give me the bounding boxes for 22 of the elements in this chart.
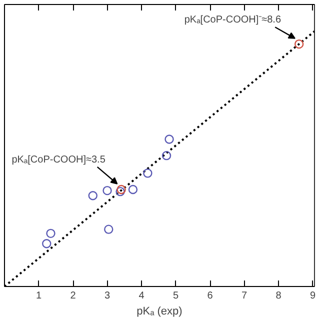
x-tick-label: 2 bbox=[70, 290, 76, 302]
point bbox=[128, 184, 138, 194]
point bbox=[46, 228, 56, 238]
x-tick-label: 8 bbox=[276, 290, 282, 302]
point bbox=[143, 168, 152, 178]
x-tick-label: 9 bbox=[310, 290, 316, 302]
x-tick-label: 4 bbox=[138, 290, 145, 302]
annotation: pKₐ[CoP-COOH]⁻≈8.6 bbox=[184, 14, 282, 26]
point bbox=[42, 239, 52, 248]
x-tick-label: 7 bbox=[242, 290, 248, 302]
x-tick-label: 6 bbox=[207, 290, 214, 302]
x-tick-label: 1 bbox=[36, 290, 42, 302]
point bbox=[164, 134, 174, 144]
point bbox=[88, 191, 98, 200]
x-axis-title: pKₐ (exp) bbox=[136, 306, 182, 318]
point bbox=[162, 150, 172, 160]
x-tick-label: 3 bbox=[104, 290, 110, 302]
point bbox=[102, 186, 112, 196]
point bbox=[104, 224, 114, 234]
annotation: pKₐ[CoP-COOH]≈3.5 bbox=[12, 154, 106, 166]
x-tick-label: 5 bbox=[172, 290, 179, 302]
point bbox=[294, 39, 304, 49]
